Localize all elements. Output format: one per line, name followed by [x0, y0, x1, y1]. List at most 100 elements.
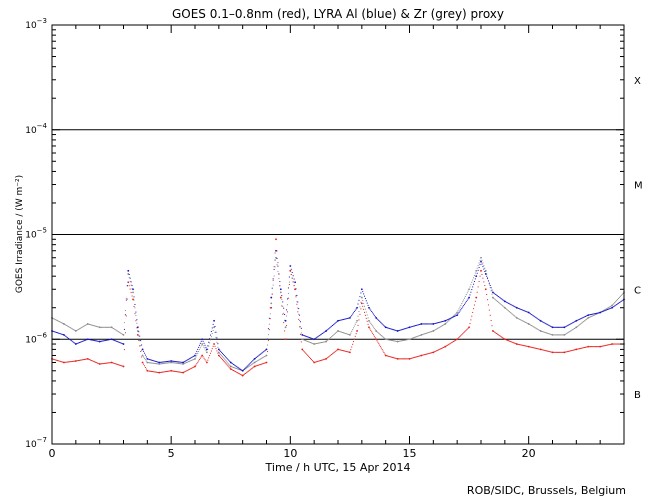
trace-dot — [590, 314, 592, 316]
trace-dot — [421, 354, 423, 356]
trace-dot — [328, 338, 330, 340]
trace-dot — [141, 344, 143, 346]
trace-dot — [95, 361, 97, 363]
trace-dot — [137, 326, 139, 328]
trace-dot — [571, 322, 573, 324]
trace-dot — [406, 358, 408, 360]
trace-dot — [433, 351, 435, 353]
trace-dot — [255, 356, 257, 358]
trace-dot — [351, 314, 353, 316]
trace-dot — [431, 331, 432, 333]
trace-dot — [364, 311, 366, 313]
trace-dot — [376, 318, 378, 320]
trace-dot — [589, 346, 591, 348]
trace-dot — [308, 355, 310, 357]
trace-dot — [209, 338, 211, 340]
trace-dot — [276, 250, 278, 252]
trace-dot — [420, 355, 421, 357]
flare-class-x: X — [634, 76, 641, 87]
trace-dot — [269, 313, 271, 315]
trace-dot — [186, 361, 188, 363]
trace-dot — [248, 370, 250, 372]
trace-dot — [510, 312, 512, 314]
trace-dot — [533, 347, 535, 349]
trace-dot — [281, 298, 283, 300]
trace-dot — [246, 367, 248, 369]
trace-dot — [392, 329, 394, 331]
trace-dot — [506, 308, 508, 310]
trace-dot — [125, 297, 127, 299]
trace-dot — [281, 295, 283, 297]
trace-dot — [421, 334, 423, 336]
trace-dot — [283, 322, 285, 324]
trace-dot — [62, 334, 64, 336]
trace-dot — [353, 338, 355, 340]
trace-dot — [456, 312, 458, 314]
trace-dot — [332, 334, 334, 336]
trace-dot — [436, 328, 438, 330]
trace-dot — [566, 325, 568, 327]
trace-dot — [447, 320, 449, 322]
trace-dot — [370, 309, 372, 311]
trace-dot — [601, 311, 603, 313]
trace-dot — [175, 371, 177, 372]
trace-dot — [359, 313, 361, 315]
trace-dot — [571, 350, 573, 352]
trace-dot — [173, 360, 175, 362]
trace-dot — [209, 355, 211, 357]
trace-dot — [91, 360, 93, 362]
trace-dot — [410, 338, 412, 340]
trace-dot — [311, 338, 313, 340]
trace-dot — [364, 314, 366, 316]
trace-dot — [129, 277, 131, 279]
trace-dot — [227, 365, 229, 367]
trace-dot — [343, 332, 345, 334]
trace-dot — [187, 369, 189, 371]
trace-dot — [216, 341, 218, 343]
trace-dot — [585, 318, 587, 320]
trace-dot — [310, 337, 312, 339]
trace-dot — [136, 322, 138, 324]
trace-dot — [334, 332, 336, 334]
trace-dot — [464, 331, 465, 333]
trace-dot — [112, 339, 113, 341]
trace-dot — [386, 327, 388, 329]
trace-dot — [191, 356, 193, 358]
trace-dot — [445, 322, 447, 324]
trace-dot — [106, 326, 108, 328]
trace-dot — [563, 334, 564, 336]
trace-dot — [422, 354, 424, 356]
trace-dot — [387, 339, 389, 341]
trace-dot — [518, 318, 520, 320]
trace-dot — [171, 370, 173, 372]
trace-dot — [399, 358, 401, 360]
trace-dot — [129, 280, 131, 282]
trace-dot — [605, 344, 607, 346]
trace-dot — [534, 347, 536, 349]
trace-dot — [423, 333, 425, 335]
trace-dot — [489, 314, 491, 316]
trace-dot — [530, 313, 531, 315]
trace-dot — [118, 331, 120, 333]
trace-dot — [611, 307, 613, 309]
trace-dot — [236, 366, 238, 368]
trace-dot — [593, 346, 595, 348]
trace-dot — [530, 346, 531, 348]
trace-dot — [261, 357, 263, 359]
trace-dot — [321, 342, 322, 344]
trace-dot — [210, 331, 212, 333]
trace-dot — [514, 306, 516, 308]
trace-dot — [440, 326, 442, 328]
trace-dot — [331, 336, 333, 338]
trace-dot — [322, 341, 324, 343]
trace-dot — [115, 340, 117, 342]
trace-dot — [118, 341, 120, 343]
trace-dot — [544, 350, 546, 352]
trace-dot — [564, 333, 566, 335]
trace-dot — [93, 340, 95, 342]
trace-dot — [536, 348, 538, 350]
trace-dot — [517, 317, 519, 319]
trace-dot — [471, 315, 473, 317]
trace-dot — [198, 344, 200, 346]
y-tick-label: 10−6 — [25, 331, 47, 345]
